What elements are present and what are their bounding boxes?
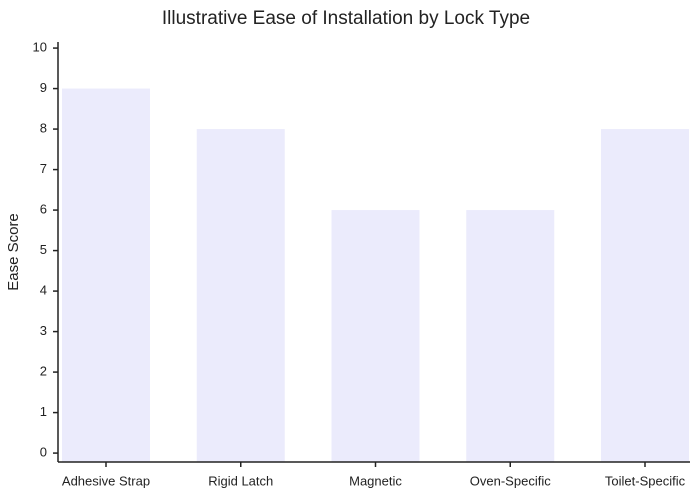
- bar: [466, 210, 555, 462]
- y-tick-label: 3: [40, 323, 47, 338]
- y-tick-label: 5: [40, 242, 47, 257]
- x-tick-label: Oven-Specific: [470, 473, 551, 488]
- bar: [331, 210, 420, 462]
- y-tick-label: 8: [40, 121, 47, 136]
- y-tick-label: 2: [40, 364, 47, 379]
- y-axis-label: Ease Score: [5, 213, 22, 291]
- chart-title: Illustrative Ease of Installation by Loc…: [162, 8, 530, 29]
- x-tick-label: Toilet-Specific: [605, 473, 686, 488]
- x-tick-label: Adhesive Strap: [62, 473, 150, 488]
- x-tick-label: Magnetic: [349, 473, 402, 488]
- y-tick-label: 1: [40, 404, 47, 419]
- y-tick-label: 7: [40, 161, 47, 176]
- x-tick-label: Rigid Latch: [208, 473, 273, 488]
- bar: [196, 129, 285, 462]
- bar: [601, 129, 689, 462]
- y-tick-label: 9: [40, 80, 47, 95]
- y-tick-label: 4: [40, 283, 47, 298]
- y-tick-label: 10: [33, 40, 47, 55]
- y-tick-label: 6: [40, 202, 47, 217]
- y-tick-label: 0: [40, 445, 47, 460]
- bar: [62, 88, 150, 462]
